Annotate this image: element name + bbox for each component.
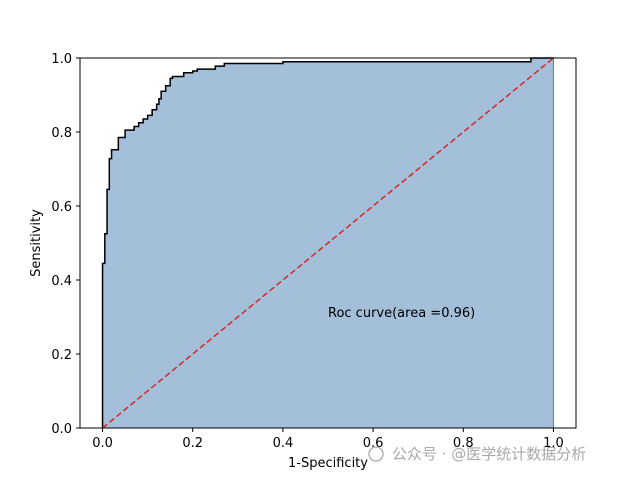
- y-tick-label: 1.0: [51, 52, 72, 67]
- watermark: 公众号 · @医学统计数据分析: [368, 445, 586, 463]
- axes-frame: [79, 57, 577, 429]
- y-tick-label: 0.2: [51, 348, 72, 363]
- plot-area: [101, 57, 554, 429]
- y-tick-label: 0.0: [51, 422, 72, 437]
- x-tick-label: 0.0: [92, 436, 113, 451]
- x-tick-label: 0.4: [273, 436, 294, 451]
- watermark-text: 公众号 · @医学统计数据分析: [392, 445, 586, 463]
- y-tick-label: 0.4: [51, 274, 72, 289]
- x-axis-label: 1-Specificity: [288, 456, 368, 471]
- wechat-icon: [368, 446, 384, 462]
- roc-curve-line: [101, 57, 554, 428]
- y-tick-label: 0.6: [51, 200, 72, 215]
- x-tick-label: 1.0: [543, 436, 564, 451]
- axis-ticks: 0.0 0.2 0.4 0.6 0.8 1.00.00.20.40.60.81.0: [51, 52, 563, 451]
- y-tick-label: 0.8: [51, 126, 72, 141]
- reference-diagonal-line: [102, 57, 554, 429]
- auc-annotation: Roc curve(area =0.96): [328, 306, 475, 321]
- x-tick-label: 0.8: [453, 436, 474, 451]
- y-axis-label: Sensitivity: [29, 209, 44, 277]
- x-tick-label: 0.2: [182, 436, 203, 451]
